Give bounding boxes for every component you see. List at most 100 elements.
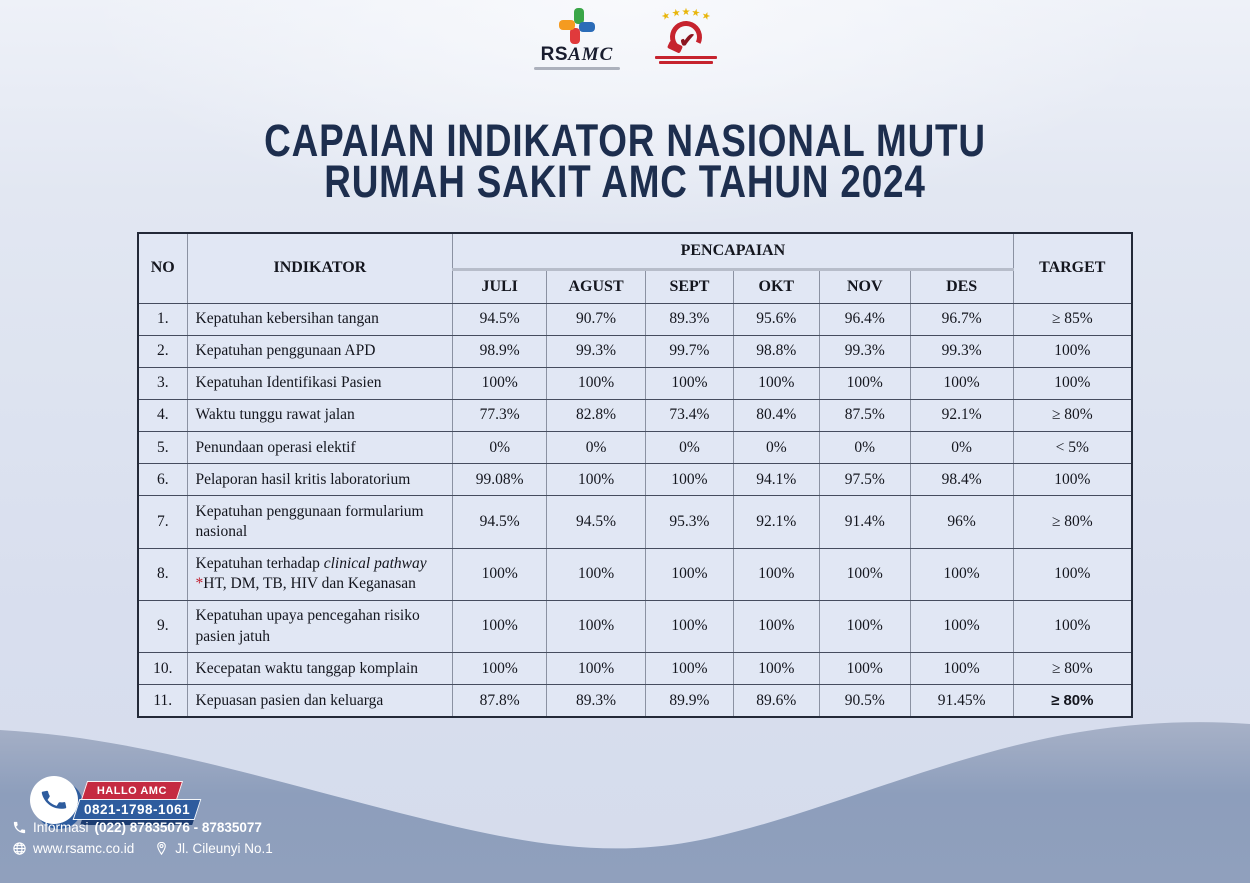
month-value-cell: 99.08% xyxy=(452,463,548,497)
indicator-name-cell: Kepatuhan Identifikasi Pasien xyxy=(186,366,454,400)
hallo-amc-number: 0821-1798-1061 xyxy=(83,802,191,817)
phone-small-icon xyxy=(13,821,26,834)
month-value-cell: 100% xyxy=(818,652,911,686)
month-value-cell: 100% xyxy=(452,652,548,686)
table-row: 5. Penundaan operasi elektif 0% 0% 0% 0% 0% 0% <… xyxy=(137,431,1133,465)
month-value-cell: 96% xyxy=(909,495,1014,549)
target-cell: 100% xyxy=(1012,366,1133,400)
indicator-name-cell: Waktu tunggu rawat jalan xyxy=(186,398,454,433)
table-row: 10. Kecepatan waktu tanggap komplain 100% 1… xyxy=(137,652,1133,686)
month-value-cell: 100% xyxy=(645,599,734,654)
indicator-text-run: Kepatuhan kebersihan tangan xyxy=(195,310,379,327)
table-row: 2. Kepatuhan penggunaan APD 98.9% 99.3% 99.7… xyxy=(137,334,1133,368)
month-value-cell: 99.3% xyxy=(546,334,647,368)
indicator-text-run: Kepuasan pasien dan keluarga xyxy=(195,691,384,709)
rsamc-cross-icon xyxy=(559,8,595,44)
hallo-amc-label: HALLO AMC xyxy=(96,784,168,797)
indicator-name-cell: Penundaan operasi elektif xyxy=(186,431,454,465)
kars-caption-lines xyxy=(655,56,717,64)
month-value-cell: 97.5% xyxy=(818,463,911,497)
month-value-cell: 99.7% xyxy=(645,334,734,368)
month-value-cell: 94.5% xyxy=(546,495,647,549)
month-value-cell: 89.3% xyxy=(546,684,647,718)
row-number-cell: 5. xyxy=(137,431,188,465)
table-row: 6. Pelaporan hasil kritis laboratorium 99.… xyxy=(137,463,1133,497)
target-cell: ≥ 80% xyxy=(1012,684,1133,718)
page-title-line1: CAPAIAN INDIKATOR NASIONAL MUTU xyxy=(264,115,986,166)
target-cell: 100% xyxy=(1012,334,1133,368)
month-value-cell: 0% xyxy=(909,431,1014,465)
month-value-cell: 95.3% xyxy=(645,495,734,549)
indicator-text-run: * xyxy=(195,575,204,593)
row-number-cell: 3. xyxy=(137,366,188,400)
month-value-cell: 100% xyxy=(546,599,647,654)
row-number-cell: 8. xyxy=(137,547,188,601)
phone-circle xyxy=(30,776,78,824)
month-value-cell: 96.4% xyxy=(818,302,911,336)
col-header-target: TARGET xyxy=(1012,232,1133,304)
indicator-text-run: Kepatuhan upaya pencegahan risiko pasien… xyxy=(195,607,420,645)
rsamc-logo: RSAMC xyxy=(529,8,625,70)
month-value-cell: 100% xyxy=(818,547,911,601)
month-value-cell: 100% xyxy=(645,463,734,497)
footer-info-line: Informasi (022) 87835076 - 87835077 xyxy=(12,820,287,835)
indicator-text-run: Kepatuhan terhadap xyxy=(195,555,324,573)
month-value-cell: 100% xyxy=(546,463,647,497)
month-value-cell: 100% xyxy=(546,652,647,686)
table-row: 11. Kepuasan pasien dan keluarga 87.8% 89.3… xyxy=(137,684,1133,718)
target-cell: ≥ 80% xyxy=(1012,652,1133,686)
target-cell: 100% xyxy=(1012,599,1133,654)
month-value-cell: 99.3% xyxy=(909,334,1014,368)
target-cell: 100% xyxy=(1012,463,1133,497)
indicator-name-cell: Pelaporan hasil kritis laboratorium xyxy=(186,463,454,497)
month-value-cell: 0% xyxy=(452,431,548,465)
month-value-cell: 99.3% xyxy=(818,334,911,368)
month-value-cell: 94.1% xyxy=(732,463,820,497)
month-value-cell: 100% xyxy=(645,366,734,400)
indicator-name-cell: Kepatuhan kebersihan tangan xyxy=(186,302,454,336)
month-value-cell: 92.1% xyxy=(909,398,1014,433)
footer-address-group: Jl. Cileunyi No.1 xyxy=(154,841,273,856)
col-header-month-okt: OKT xyxy=(732,269,820,304)
month-value-cell: 90.5% xyxy=(818,684,911,718)
indicator-text-run: Penundaan operasi elektif xyxy=(195,438,356,456)
month-value-cell: 100% xyxy=(452,599,548,654)
month-value-cell: 89.3% xyxy=(645,302,734,336)
month-value-cell: 0% xyxy=(546,431,647,465)
table-row: 3. Kepatuhan Identifikasi Pasien 100% 100% 1… xyxy=(137,366,1133,400)
indicator-text-run: HT, DM, TB, HIV dan Keganasan xyxy=(203,575,416,593)
row-number-cell: 6. xyxy=(137,463,188,497)
month-value-cell: 90.7% xyxy=(546,302,647,336)
month-value-cell: 0% xyxy=(645,431,734,465)
month-value-cell: 100% xyxy=(645,652,734,686)
hallo-amc-number-flag: 0821-1798-1061 xyxy=(72,799,202,820)
table-row: 7. Kepatuhan penggunaan formularium nasio… xyxy=(137,495,1133,549)
indicator-name-cell: Kepatuhan penggunaan formularium nasiona… xyxy=(186,495,454,549)
indicator-text-run: Kecepatan waktu tanggap komplain xyxy=(195,659,419,677)
indicator-text-run: Waktu tunggu rawat jalan xyxy=(195,406,355,424)
indicator-name-cell: Kepatuhan penggunaan APD xyxy=(186,334,454,368)
month-value-cell: 100% xyxy=(645,547,734,601)
table-row: 4. Waktu tunggu rawat jalan 77.3% 82.8% 73.4… xyxy=(137,398,1133,433)
month-value-cell: 98.8% xyxy=(732,334,820,368)
col-header-no: NO xyxy=(137,232,188,304)
indicator-name-cell: Kepatuhan terhadap clinical pathway *HT,… xyxy=(186,547,454,601)
month-value-cell: 100% xyxy=(818,366,911,400)
rsamc-amc-text: AMC xyxy=(568,44,614,65)
indicator-text-run: Kepatuhan penggunaan formularium nasiona… xyxy=(195,502,424,540)
kars-accreditation-logo: ★ ★ ★ ★ ★ ✔ xyxy=(651,7,721,70)
bottom-wave-shape xyxy=(0,722,1250,883)
row-number-cell: 1. xyxy=(137,302,188,336)
row-number-cell: 2. xyxy=(137,334,188,368)
month-value-cell: 0% xyxy=(818,431,911,465)
kars-stars-icon: ★ ★ ★ ★ ★ xyxy=(659,7,713,24)
footer-info-numbers: (022) 87835076 - 87835077 xyxy=(94,820,262,835)
hallo-amc-badge: HALLO AMC 0821-1798-1061 xyxy=(26,772,236,832)
month-value-cell: 92.1% xyxy=(732,495,820,549)
month-value-cell: 94.5% xyxy=(452,302,548,336)
row-number-cell: 9. xyxy=(137,599,188,654)
month-value-cell: 100% xyxy=(452,547,548,601)
header-logo-bar: RSAMC ★ ★ ★ ★ ★ ✔ xyxy=(0,7,1250,70)
month-value-cell: 100% xyxy=(909,366,1014,400)
